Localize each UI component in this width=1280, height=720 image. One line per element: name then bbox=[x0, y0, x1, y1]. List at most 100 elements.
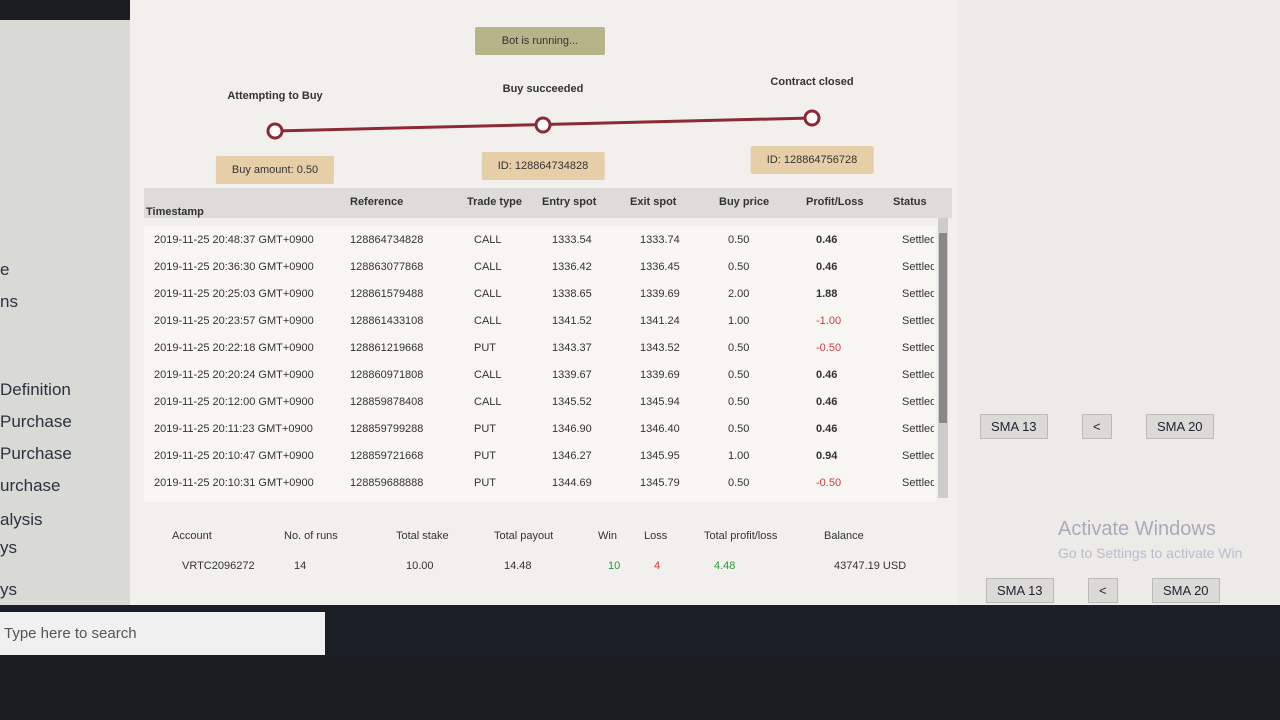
table-row[interactable]: 2019-11-25 20:25:03 GMT+0900 128861579488… bbox=[144, 280, 936, 308]
table-cell: 2019-11-25 20:25:03 GMT+0900 bbox=[154, 288, 314, 300]
table-cell: 0.94 bbox=[816, 450, 838, 462]
transactions-table: Timestamp Reference Trade type Entry spot Ex… bbox=[144, 188, 952, 502]
table-cell: Settled bbox=[902, 477, 934, 489]
table-row[interactable]: 2019-11-25 20:10:31 GMT+0900 128859688888… bbox=[144, 469, 936, 497]
table-cell: 0.46 bbox=[816, 396, 838, 408]
step-label: Buy succeeded bbox=[502, 83, 584, 95]
table-cell: 0.50 bbox=[728, 369, 750, 381]
table-cell: 1.00 bbox=[728, 315, 750, 327]
summary-value: 4 bbox=[654, 560, 661, 572]
column-header: Reference bbox=[350, 196, 404, 208]
column-header: Status bbox=[893, 196, 927, 208]
column-header: Profit/Loss bbox=[806, 196, 864, 208]
step-info: Buy amount: 0.50 bbox=[215, 156, 335, 184]
table-cell: -0.50 bbox=[816, 342, 842, 354]
table-cell: PUT bbox=[474, 477, 496, 489]
table-cell: Settled bbox=[902, 342, 934, 354]
search-box[interactable]: Type here to search bbox=[0, 612, 325, 655]
table-row[interactable]: 2019-11-25 20:48:37 GMT+0900 128864734828… bbox=[144, 226, 936, 254]
table-row[interactable]: 2019-11-25 20:08:58 GMT+0900128859493808… bbox=[144, 496, 936, 502]
table-cell: Settled bbox=[902, 261, 934, 273]
table-cell: 0.46 bbox=[816, 369, 838, 381]
sidebar-item: Purchase bbox=[0, 412, 72, 431]
table-row[interactable]: 2019-11-25 20:36:30 GMT+0900 128863077868… bbox=[144, 253, 936, 281]
table-cell: 2019-11-25 20:23:57 GMT+0900 bbox=[154, 315, 314, 327]
step-label: Contract closed bbox=[770, 76, 854, 88]
table-cell: Settled bbox=[902, 450, 934, 462]
column-header: Entry spot bbox=[542, 196, 597, 208]
indicator-dropdown[interactable]: SMA 20 bbox=[1146, 414, 1214, 439]
summary-header: Balance bbox=[824, 530, 864, 542]
table-cell: 0.50 bbox=[728, 261, 750, 273]
table-cell: Settled bbox=[902, 369, 934, 381]
watermark-title: Activate Windows bbox=[1058, 518, 1216, 540]
table-cell: 0.50 bbox=[728, 477, 750, 489]
table-cell: 0.50 bbox=[728, 342, 750, 354]
table-cell: Settled bbox=[902, 396, 934, 408]
table-row[interactable]: 2019-11-25 20:11:23 GMT+0900 128859799288… bbox=[144, 415, 936, 443]
indicator-dropdown[interactable]: SMA 13 bbox=[986, 578, 1054, 603]
table-cell: 1341.24 bbox=[640, 315, 680, 327]
status-badge: Bot is running... bbox=[475, 27, 605, 55]
table-cell: 1333.74 bbox=[640, 234, 680, 246]
table-cell: 0.50 bbox=[728, 423, 750, 435]
table-cell: 2019-11-25 20:22:18 GMT+0900 bbox=[154, 342, 314, 354]
column-header: Exit spot bbox=[630, 196, 677, 208]
table-row[interactable]: 2019-11-25 20:12:00 GMT+0900 128859878408… bbox=[144, 388, 936, 416]
table-cell: CALL bbox=[474, 288, 502, 300]
summary-header: Account bbox=[172, 530, 212, 542]
indicator-dropdown[interactable]: < bbox=[1082, 414, 1112, 439]
indicator-dropdown[interactable]: < bbox=[1088, 578, 1118, 603]
table-cell: 2019-11-25 20:10:47 GMT+0900 bbox=[154, 450, 314, 462]
table-cell: 2019-11-25 20:12:00 GMT+0900 bbox=[154, 396, 314, 408]
table-header: Timestamp Reference Trade type Entry spot Ex… bbox=[144, 188, 952, 218]
table-cell: 1336.45 bbox=[640, 261, 680, 273]
table-cell: -1.00 bbox=[816, 315, 842, 327]
summary-value: 10 bbox=[608, 560, 621, 572]
summary-header: Win bbox=[598, 530, 617, 542]
summary-value: 43747.19 USD bbox=[834, 560, 907, 572]
sidebar-item: ns bbox=[0, 292, 18, 311]
table-cell: 1346.90 bbox=[552, 423, 592, 435]
table-cell: 1344.69 bbox=[552, 477, 592, 489]
summary-header: No. of runs bbox=[284, 530, 338, 542]
table-cell: 1343.37 bbox=[552, 342, 592, 354]
table-cell: 1345.52 bbox=[552, 396, 592, 408]
table-cell: 2019-11-25 20:36:30 GMT+0900 bbox=[154, 261, 314, 273]
sidebar-item: Purchase bbox=[0, 444, 72, 463]
table-row[interactable]: 2019-11-25 20:23:57 GMT+0900 128861433108… bbox=[144, 307, 936, 335]
table-cell: 0.46 bbox=[816, 261, 838, 273]
table-cell: 128863077868 bbox=[350, 261, 424, 273]
table-cell: 0.46 bbox=[816, 423, 838, 435]
table-cell: 1346.40 bbox=[640, 423, 680, 435]
table-cell: 1345.94 bbox=[640, 396, 680, 408]
table-row[interactable]: 2019-11-25 20:10:47 GMT+0900 128859721668… bbox=[144, 442, 936, 470]
table-row[interactable]: 2019-11-25 20:20:24 GMT+0900 128860971808… bbox=[144, 361, 936, 389]
table-row[interactable]: 2019-11-25 20:22:18 GMT+0900 128861219668… bbox=[144, 334, 936, 362]
table-cell: 128861433108 bbox=[350, 315, 424, 327]
sidebar-item: e bbox=[0, 260, 10, 279]
table-cell: PUT bbox=[474, 342, 496, 354]
indicator-dropdown[interactable]: SMA 20 bbox=[1152, 578, 1220, 603]
table-cell: 2019-11-25 20:48:37 GMT+0900 bbox=[154, 234, 314, 246]
table-cell: 1345.79 bbox=[640, 477, 680, 489]
indicator-dropdown[interactable]: SMA 13 bbox=[980, 414, 1048, 439]
table-cell: 1.00 bbox=[728, 450, 750, 462]
sidebar-item: alysis bbox=[0, 510, 43, 529]
table-cell: 128859721668 bbox=[350, 450, 424, 462]
bot-modal: Bot is running... Timestamp Reference Trad… bbox=[130, 0, 958, 605]
summary-header: Total payout bbox=[494, 530, 554, 542]
summary-header: Total profit/loss bbox=[704, 530, 778, 542]
sidebar-item: Definition bbox=[0, 380, 71, 399]
table-cell: 1343.52 bbox=[640, 342, 680, 354]
sidebar-item: ys bbox=[0, 580, 17, 599]
table-cell: 128859688888 bbox=[350, 477, 424, 489]
table-cell: 2019-11-25 20:11:23 GMT+0900 bbox=[154, 423, 313, 435]
summary-value: 14 bbox=[294, 560, 307, 572]
table-cell: 2.00 bbox=[728, 288, 750, 300]
sidebar: e ns Definition Purchase Purchase urchase alys… bbox=[0, 20, 130, 605]
table-cell: PUT bbox=[474, 423, 496, 435]
summary-value: 4.48 bbox=[714, 560, 736, 572]
column-header: Trade type bbox=[467, 196, 523, 208]
table-cell: Settled bbox=[902, 234, 934, 246]
